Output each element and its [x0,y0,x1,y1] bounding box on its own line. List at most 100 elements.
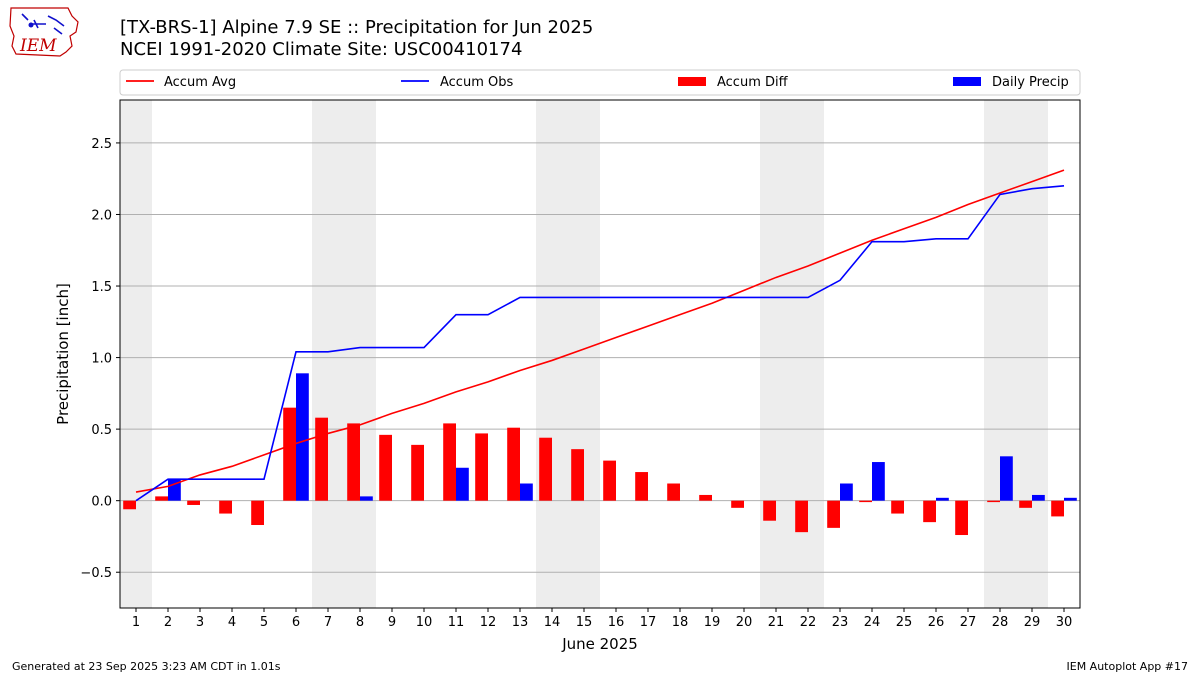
legend-box [119,69,1081,96]
accum-diff-bar [475,433,488,501]
daily-precip-bar [360,496,373,501]
chart-title: [TX-BRS-1] Alpine 7.9 SE :: Precipitatio… [120,17,594,38]
accum-diff-bar [155,496,168,501]
legend-bar-swatch [953,77,981,86]
weekend-band [120,100,152,608]
accum-diff-bar [379,434,392,501]
accum-diff-bar [411,444,424,501]
x-tick-label: 25 [896,615,913,630]
daily-precip-bar [520,483,533,501]
x-tick-label: 21 [768,615,785,630]
x-tick-label: 19 [704,615,721,630]
y-tick-label: −0.5 [80,566,112,581]
accum-diff-bar [443,423,456,501]
x-tick-label: 10 [416,615,433,630]
x-tick-label: 16 [608,615,625,630]
iem-logo: IEM [8,6,80,60]
weekend-band [760,100,792,608]
accum-diff-bar [187,500,200,505]
x-tick-label: 9 [388,615,396,630]
x-tick-label: 30 [1056,615,1073,630]
x-tick-label: 15 [576,615,593,630]
weekend-band [1016,100,1048,608]
x-tick-label: 24 [864,615,881,630]
accum-avg-line [135,169,1065,493]
accum-diff-bar [859,500,872,503]
legend-bar-swatch [678,77,706,86]
x-tick-label: 1 [132,615,140,630]
daily-precip-bar [1000,456,1013,501]
generated-note: Generated at 23 Sep 2025 3:23 AM CDT in … [12,660,281,673]
y-tick-label: 2.5 [91,137,112,152]
accum-obs-line [135,185,1065,502]
x-axis-label: June 2025 [561,635,638,653]
accum-diff-bar [507,427,520,501]
accum-diff-bar [923,500,936,523]
legend-label: Accum Avg [164,75,236,90]
logo-text: IEM [19,36,57,56]
legend-label: Accum Obs [440,75,513,90]
daily-precip-bar [456,467,469,501]
x-tick-label: 11 [448,615,465,630]
weekend-band [344,100,376,608]
x-tick-label: 7 [324,615,332,630]
x-tick-label: 5 [260,615,268,630]
accum-diff-bar [251,500,264,526]
y-tick-label: 0.5 [91,423,112,438]
accum-diff-bar [1019,500,1032,508]
accum-diff-bar [539,437,552,501]
accum-diff-bar [603,460,616,501]
legend-label: Accum Diff [717,75,789,90]
daily-precip-bar [296,373,309,501]
accum-diff-bar [795,500,808,533]
weekend-band [568,100,600,608]
accum-diff-bar [699,494,712,501]
legend-label: Daily Precip [992,75,1069,90]
x-tick-label: 13 [512,615,529,630]
y-tick-label: 1.5 [91,280,112,295]
accum-diff-bar [347,423,360,501]
x-tick-label: 17 [640,615,657,630]
x-tick-label: 8 [356,615,364,630]
x-tick-label: 3 [196,615,204,630]
accum-diff-bar [763,500,776,521]
x-tick-label: 6 [292,615,300,630]
x-tick-label: 22 [800,615,817,630]
x-tick-label: 28 [992,615,1009,630]
daily-precip-bar [1032,494,1045,501]
daily-precip-bar [840,483,853,501]
accum-diff-bar [219,500,232,514]
y-axis-label: Precipitation [inch] [54,283,72,425]
weekend-band [312,100,344,608]
plot-frame [119,99,1081,609]
x-tick-label: 23 [832,615,849,630]
x-tick-label: 12 [480,615,497,630]
app-note: IEM Autoplot App #17 [1066,660,1189,673]
accum-diff-bar [827,500,840,528]
accum-diff-bar [731,500,744,508]
x-tick-label: 2 [164,615,172,630]
accum-diff-bar [1051,500,1064,517]
accum-diff-bar [987,500,1000,503]
chart-subtitle: NCEI 1991-2020 Climate Site: USC00410174 [120,39,523,60]
x-tick-label: 20 [736,615,753,630]
daily-precip-bar [1064,497,1077,501]
x-tick-label: 26 [928,615,945,630]
accum-diff-bar [315,417,328,501]
y-tick-label: 1.0 [91,352,112,367]
accum-diff-bar [123,500,136,510]
x-tick-label: 14 [544,615,561,630]
weekend-band [984,100,1016,608]
x-tick-label: 27 [960,615,977,630]
accum-diff-bar [955,500,968,536]
x-tick-label: 29 [1024,615,1041,630]
x-tick-label: 4 [228,615,236,630]
accum-diff-bar [283,407,296,501]
y-tick-label: 2.0 [91,208,112,223]
accum-diff-bar [571,449,584,501]
accum-diff-bar [891,500,904,514]
x-tick-label: 18 [672,615,689,630]
accum-diff-bar [635,472,648,501]
weekend-band [536,100,568,608]
